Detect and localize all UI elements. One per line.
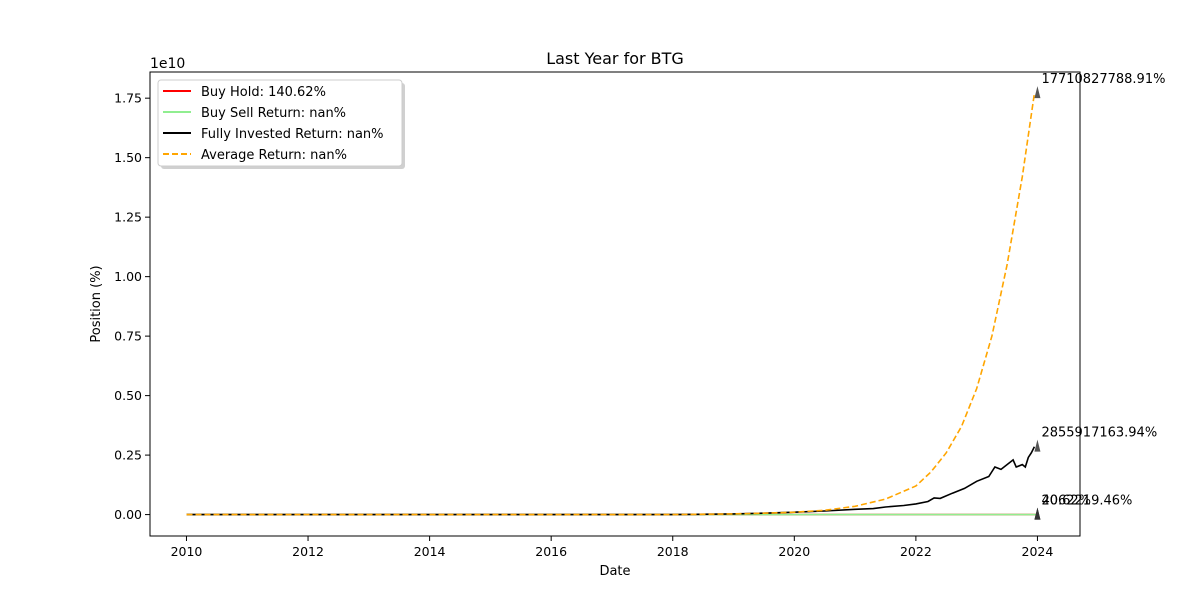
annotation-arrow: [1034, 507, 1041, 520]
legend-label: Buy Sell Return: nan%: [201, 106, 346, 121]
annotation-label: 2855917163.94%: [1041, 426, 1157, 441]
y-tick-label: 0.00: [114, 507, 142, 522]
y-tick-label: 1.75: [114, 91, 142, 106]
axis-ticks: 2010 2012 2014 2016 2018 2020 2022 2024 0.00 0.25…: [114, 91, 1053, 559]
x-tick-label: 2022: [900, 544, 932, 559]
plot-area: [186, 93, 1038, 516]
x-tick-label: 2010: [171, 544, 203, 559]
x-tick-label: 2016: [535, 544, 567, 559]
x-axis-label: Date: [599, 564, 630, 579]
annotation-label: 2062219.46%: [1041, 494, 1132, 509]
legend-label: Buy Hold: 140.62%: [201, 85, 326, 100]
legend-label: Average Return: nan%: [201, 148, 347, 163]
legend: Buy Hold: 140.62% Buy Sell Return: nan% Fu…: [157, 79, 405, 169]
series-line-4: [186, 93, 1036, 516]
annotation-label: 17710827788.91%: [1041, 72, 1165, 87]
y-axis-label: Position (%): [89, 265, 104, 342]
legend-label: Fully Invested Return: nan%: [201, 127, 384, 142]
y-tick-label: 0.75: [114, 329, 142, 344]
annotation-arrow: [1034, 86, 1041, 99]
y-tick-label: 0.25: [114, 448, 142, 463]
x-tick-label: 2018: [657, 544, 689, 559]
plot-frame: [149, 71, 1081, 537]
y-tick-label: 1.00: [114, 269, 142, 284]
chart-title: Last Year for BTG: [546, 49, 684, 68]
annotation-label: 40.62%: [1041, 494, 1091, 509]
series-line-3: [186, 446, 1036, 516]
x-tick-label: 2012: [292, 544, 324, 559]
y-tick-label: 0.50: [114, 388, 142, 403]
x-tick-label: 2024: [1022, 544, 1054, 559]
end-value-annotations: 17710827788.91% 2855917163.94% 40.62%20622…: [1034, 72, 1165, 520]
x-tick-label: 2020: [778, 544, 810, 559]
y-tick-label: 1.50: [114, 150, 142, 165]
y-scale-multiplier: 1e10: [150, 56, 185, 72]
x-tick-label: 2014: [414, 544, 446, 559]
y-tick-label: 1.25: [114, 210, 142, 225]
annotation-arrow: [1034, 439, 1041, 452]
